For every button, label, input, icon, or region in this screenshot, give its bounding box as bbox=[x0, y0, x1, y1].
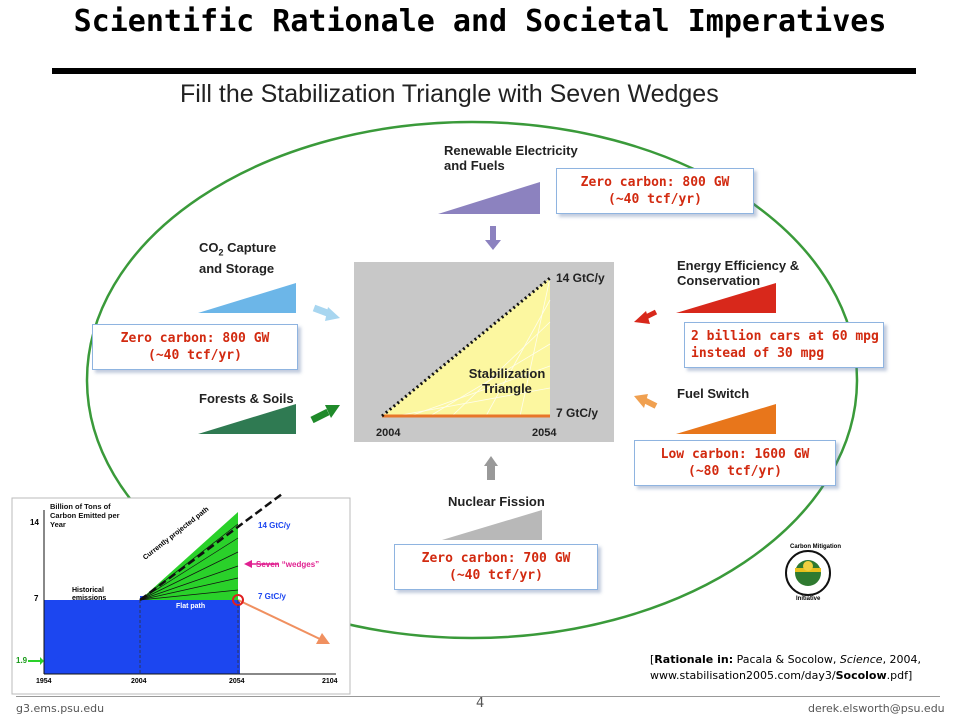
wedges-ellipse bbox=[85, 120, 859, 640]
efficiency-label: Energy Efficiency & Conservation bbox=[677, 258, 799, 288]
co2-subscript: 2 bbox=[218, 247, 224, 258]
nuclear-arrow bbox=[484, 456, 498, 480]
co2-arrow bbox=[312, 304, 340, 321]
citation-line1: [Rationale in: Pacala & Socolow, Science… bbox=[650, 652, 921, 668]
stabilization-triangle bbox=[382, 278, 550, 416]
projected-dotted-line bbox=[381, 276, 551, 418]
fuel-switch-callout-line2: (~80 tcf/yr) bbox=[688, 464, 782, 479]
fuel-switch-callout-line1: Low carbon: 1600 GW bbox=[660, 447, 810, 462]
inset-wedges-label: Seven “wedges” bbox=[256, 560, 320, 569]
footer-left: g3.ems.psu.edu bbox=[16, 702, 105, 715]
logo-top-text: Carbon Mitigation bbox=[790, 544, 841, 550]
footer-divider bbox=[16, 696, 940, 697]
efficiency-arrow bbox=[634, 309, 658, 324]
inset-historical-line1: Historical bbox=[72, 587, 104, 594]
triangle-bottom-label: 7 GtC/y bbox=[556, 406, 599, 420]
citation-url-suffix: .pdf] bbox=[886, 669, 913, 682]
co2-capture-text: Capture bbox=[223, 240, 277, 255]
citation-prefix: [ bbox=[650, 653, 655, 666]
cmi-logo bbox=[785, 550, 831, 596]
slide-title: Scientific Rationale and Societal Impera… bbox=[73, 4, 887, 39]
renewable-label: Renewable Electricity and Fuels bbox=[444, 143, 578, 173]
inset-ylabel: Billion of Tons of Carbon Emitted per Ye… bbox=[50, 502, 120, 529]
efficiency-label-line1: Energy Efficiency & bbox=[677, 258, 800, 273]
nuclear-callout: Zero carbon: 700 GW (~40 tcf/yr) bbox=[394, 544, 598, 590]
triangle-top-label: 14 GtC/y bbox=[556, 271, 605, 285]
renewable-arrow bbox=[485, 226, 501, 250]
co2-callout-line1: Zero carbon: 800 GW bbox=[120, 331, 270, 346]
inset-bottom-label: 7 GtC/y bbox=[258, 592, 287, 601]
efficiency-wedge bbox=[676, 283, 776, 313]
inset-y7: 7 bbox=[34, 594, 39, 603]
nuclear-callout-line2: (~40 tcf/yr) bbox=[449, 568, 543, 583]
citation: [Rationale in: Pacala & Socolow, Science… bbox=[650, 652, 921, 684]
citation-authors: Pacala & Socolow, bbox=[733, 653, 840, 666]
co2-label-line2: and Storage bbox=[199, 260, 275, 276]
co2-label-line1: CO2 Capture bbox=[199, 240, 276, 261]
renewable-callout-line2: (~40 tcf/yr) bbox=[608, 192, 702, 207]
footer-right: derek.elsworth@psu.edu bbox=[808, 702, 945, 715]
inset-ylabel-line1: Billion of Tons of bbox=[50, 502, 111, 511]
efficiency-label-line2: Conservation bbox=[677, 273, 761, 288]
triangle-center-line2: Triangle bbox=[482, 381, 532, 396]
inset-historical-label: Historical emissions bbox=[72, 587, 106, 603]
inset-x2054: 2054 bbox=[229, 678, 245, 685]
logo-bottom-text: Initiative bbox=[796, 596, 821, 602]
page-number: 4 bbox=[476, 696, 485, 711]
inset-x2004: 2004 bbox=[131, 678, 147, 685]
forests-wedge bbox=[198, 404, 296, 434]
inset-chart bbox=[11, 492, 351, 695]
fuel-switch-label: Fuel Switch bbox=[677, 386, 750, 401]
co2-callout-line2: (~40 tcf/yr) bbox=[148, 348, 242, 363]
forests-label: Forests & Soils bbox=[199, 391, 294, 406]
inset-ylabel-line3: Year bbox=[50, 520, 66, 529]
citation-journal: Science bbox=[839, 653, 883, 666]
fuel-switch-callout: Low carbon: 1600 GW (~80 tcf/yr) bbox=[634, 440, 836, 486]
triangle-center-label: Stabilization Triangle bbox=[452, 366, 562, 396]
inset-top-label: 14 GtC/y bbox=[258, 521, 291, 530]
inset-flat-label: Flat path bbox=[176, 603, 206, 610]
efficiency-callout-line1: 2 billion cars at 60 mpg bbox=[691, 329, 879, 344]
triangle-x-start: 2004 bbox=[376, 427, 401, 439]
inset-ylabel-line2: Carbon Emitted per bbox=[50, 511, 120, 520]
citation-line2: www.stabilisation2005.com/day3/Socolow.p… bbox=[650, 668, 921, 684]
citation-year: , 2004, bbox=[882, 653, 922, 666]
fuel-switch-wedge bbox=[676, 404, 776, 434]
renewable-wedge bbox=[438, 182, 540, 214]
inset-x2104: 2104 bbox=[322, 678, 338, 685]
renewable-label-line2: and Fuels bbox=[444, 158, 505, 173]
inset-y19: 1.9 bbox=[16, 656, 28, 665]
co2-wedge bbox=[198, 283, 296, 313]
triangle-x-end: 2054 bbox=[532, 427, 557, 439]
inset-historical-line2: emissions bbox=[72, 595, 107, 602]
inset-y14: 14 bbox=[30, 518, 39, 527]
citation-bold: Rationale in: bbox=[654, 653, 734, 666]
nuclear-callout-line1: Zero carbon: 700 GW bbox=[421, 551, 571, 566]
forests-arrow bbox=[310, 405, 340, 424]
co2-text: CO bbox=[199, 240, 219, 255]
renewable-callout-line1: Zero carbon: 800 GW bbox=[580, 175, 730, 190]
inset-x1954: 1954 bbox=[36, 678, 52, 685]
renewable-callout: Zero carbon: 800 GW (~40 tcf/yr) bbox=[556, 168, 754, 214]
efficiency-callout: 2 billion cars at 60 mpg instead of 30 m… bbox=[684, 322, 884, 368]
slide-subtitle: Fill the Stabilization Triangle with Sev… bbox=[180, 80, 719, 108]
co2-callout: Zero carbon: 800 GW (~40 tcf/yr) bbox=[92, 324, 298, 370]
nuclear-wedge bbox=[442, 510, 542, 540]
renewable-label-line1: Renewable Electricity bbox=[444, 143, 578, 158]
triangle-center-line1: Stabilization bbox=[468, 366, 546, 381]
nuclear-label: Nuclear Fission bbox=[448, 494, 545, 509]
citation-url-prefix: www.stabilisation2005.com/day3/ bbox=[650, 669, 836, 682]
efficiency-callout-line2: instead of 30 mpg bbox=[691, 346, 825, 361]
co2-label: CO2 Capture and Storage bbox=[199, 240, 276, 276]
title-divider bbox=[52, 68, 916, 74]
fuel-switch-arrow bbox=[634, 394, 658, 409]
citation-url-bold: Socolow bbox=[835, 669, 887, 682]
